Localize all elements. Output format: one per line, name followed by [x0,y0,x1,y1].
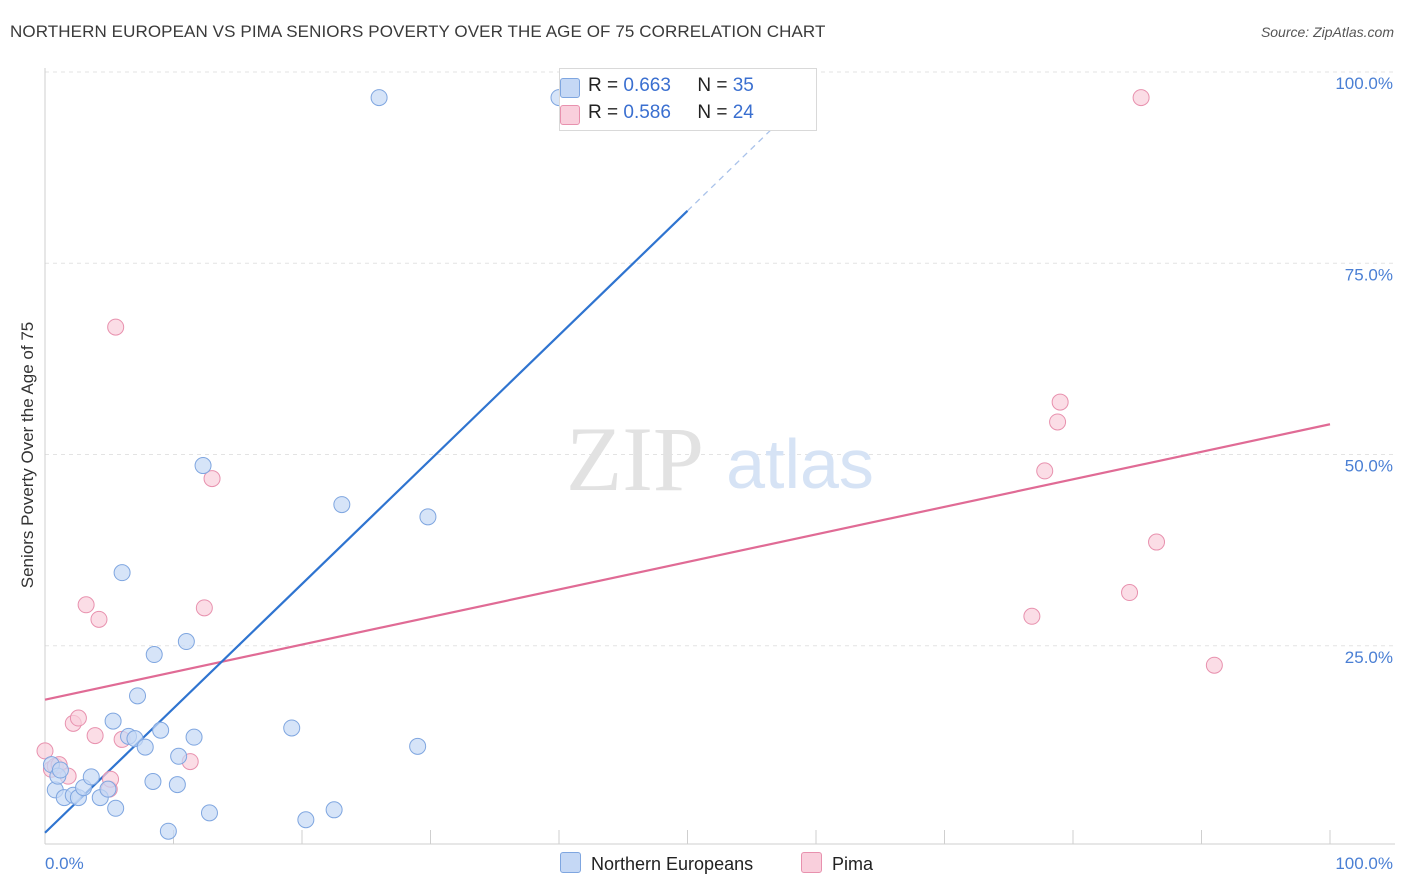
point-pima [1205,656,1223,674]
point-pima [1132,89,1150,107]
point-northern-europeans [194,457,212,475]
point-northern-europeans [113,564,131,582]
point-northern-europeans [152,721,170,739]
r-value: 0.663 [623,75,671,96]
point-northern-europeans [136,738,154,756]
trend-line-extension [687,85,817,212]
n-label: N = [697,102,728,123]
legend-row-northern-europeans: R = 0.663 N = 35 [560,75,754,98]
point-northern-europeans [99,780,117,798]
y-tick-label: 50.0% [1345,457,1393,476]
source-label: Source: ZipAtlas.com [1260,24,1394,40]
point-pima [1051,393,1069,411]
stats-legend: R = 0.663 N = 35 R = 0.586 N = 24 [559,68,817,131]
tick-labels: 25.0% 50.0% 75.0% 100.0% 0.0% 100.0% [45,74,1393,873]
gridlines [45,71,1395,647]
point-pima [195,599,213,617]
x-tick-label: 0.0% [45,854,84,873]
point-northern-europeans [170,747,188,765]
point-northern-europeans [159,822,177,840]
chart-title: NORTHERN EUROPEAN VS PIMA SENIORS POVERT… [10,22,826,41]
data-points [36,89,1223,840]
point-northern-europeans [297,811,315,829]
point-northern-europeans [370,89,388,107]
trend-lines [44,85,1331,834]
point-pima [90,610,108,628]
point-northern-europeans [185,728,203,746]
point-pima [1121,584,1139,602]
legend-swatch-blue [560,78,580,98]
point-northern-europeans [333,496,351,514]
r-label: R = [588,102,619,123]
legend-item-pima: Pima [801,852,873,875]
n-label: N = [697,75,728,96]
watermark-atlas: atlas [726,425,874,503]
n-value: 35 [732,75,754,96]
point-northern-europeans [51,761,69,779]
y-tick-label: 75.0% [1345,265,1393,284]
r-value: 0.586 [623,102,671,123]
legend-row-pima: R = 0.586 N = 24 [560,102,754,125]
point-northern-europeans [82,768,100,786]
legend-swatch-blue [560,852,581,873]
legend-swatch-pink [801,852,822,873]
point-northern-europeans [409,737,427,755]
point-pima [1023,607,1041,625]
point-northern-europeans [283,719,301,737]
point-northern-europeans [144,773,162,791]
legend-label: Pima [832,854,874,874]
point-northern-europeans [419,508,437,526]
legend-label: Northern Europeans [591,854,754,874]
axes [44,68,1395,845]
y-tick-label: 100.0% [1335,74,1393,93]
watermark-zip: ZIP [566,408,704,510]
point-northern-europeans [177,633,195,651]
point-northern-europeans [129,687,147,705]
point-pima [36,742,54,760]
point-northern-europeans [325,801,343,819]
point-northern-europeans [168,776,186,794]
point-pima [203,470,221,488]
point-pima [69,709,87,727]
trend-line-northern-europeans [44,210,689,834]
point-pima [1036,462,1054,480]
point-northern-europeans [104,712,122,730]
point-pima [1148,533,1166,551]
r-label: R = [588,75,619,96]
point-pima [1049,413,1067,431]
point-pima [86,727,104,745]
x-tick-label: 100.0% [1335,854,1393,873]
point-northern-europeans [107,799,125,817]
point-northern-europeans [200,804,218,822]
point-northern-europeans [145,646,163,664]
point-pima [77,596,95,614]
point-pima [107,318,125,336]
legend-swatch-pink [560,105,580,125]
trend-line-pima [44,423,1331,701]
n-value: 24 [732,102,754,123]
y-tick-label: 25.0% [1345,648,1393,667]
legend-item-northern-europeans: Northern Europeans [560,852,753,875]
